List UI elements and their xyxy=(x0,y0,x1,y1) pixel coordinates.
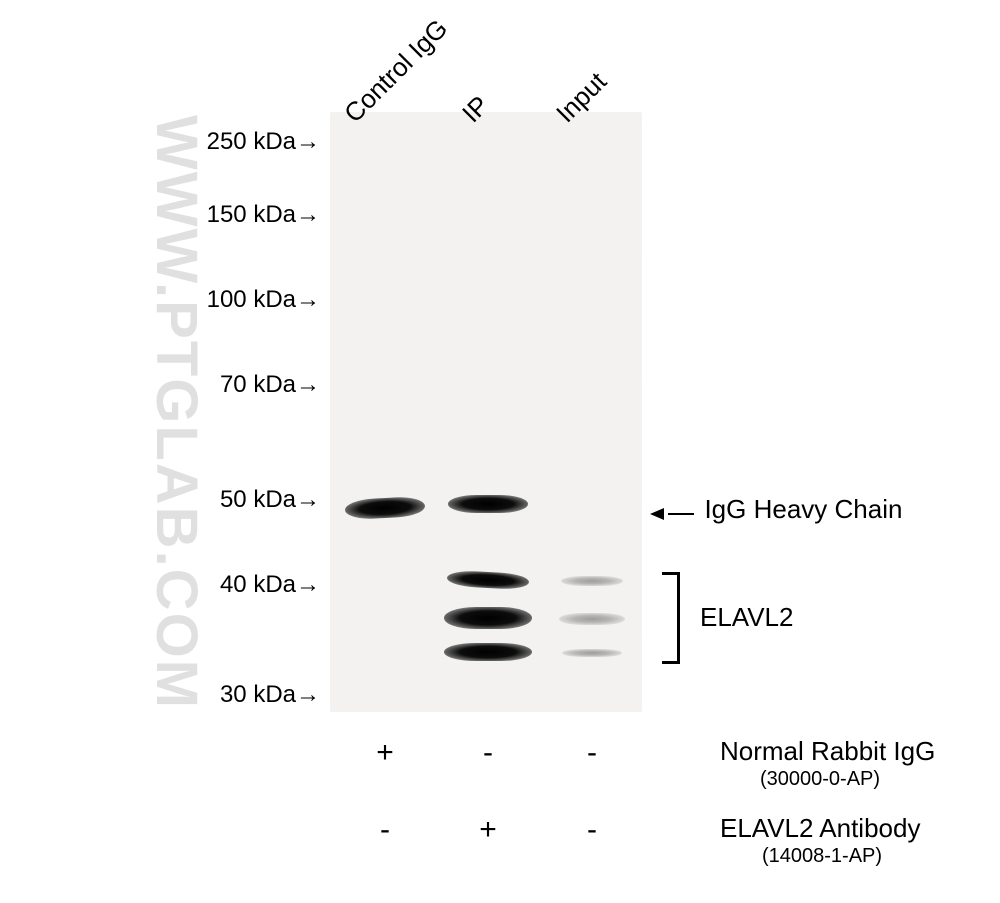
cond1-label-sub: (30000-0-AP) xyxy=(760,768,880,791)
cond1-lane1-value: + xyxy=(365,736,405,770)
mw-marker-30: 30 kDa→ xyxy=(220,681,320,709)
cond1-lane2-value: - xyxy=(468,736,508,770)
mw-marker-50: 50 kDa→ xyxy=(220,486,320,514)
cond2-label-sub: (14008-1-AP) xyxy=(762,845,882,868)
mw-marker-70: 70 kDa→ xyxy=(220,371,320,399)
band-lane3-elavl2-top xyxy=(561,576,623,586)
bracket-elavl2 xyxy=(662,572,680,664)
mw-marker-100: 100 kDa→ xyxy=(207,286,320,314)
cond2-label-main: ELAVL2 Antibody xyxy=(720,813,920,844)
label-igg-heavy-chain: IgG Heavy Chain xyxy=(704,494,902,524)
cond1-label-main: Normal Rabbit IgG xyxy=(720,736,935,767)
ip-western-blot-figure: WWW.PTGLAB.COM 250 kDa→ 150 kDa→ 100 kDa… xyxy=(0,0,1000,903)
band-lane3-elavl2-bot xyxy=(562,649,622,657)
mw-marker-40: 40 kDa→ xyxy=(220,571,320,599)
band-lane2-igg-heavy-chain xyxy=(448,495,528,513)
band-lane3-elavl2-mid xyxy=(559,613,625,625)
cond2-lane2-value: + xyxy=(468,813,508,847)
band-lane2-elavl2-mid xyxy=(444,607,532,629)
mw-marker-150: 150 kDa→ xyxy=(207,201,320,229)
arrow-shaft-icon xyxy=(668,513,694,515)
cond1-lane3-value: - xyxy=(572,736,612,770)
watermark-text: WWW.PTGLAB.COM xyxy=(143,115,210,710)
label-elavl2: ELAVL2 xyxy=(700,602,793,633)
annotation-igg-heavy-chain: IgG Heavy Chain xyxy=(650,494,902,525)
mw-marker-250: 250 kDa→ xyxy=(207,128,320,156)
cond2-lane3-value: - xyxy=(572,813,612,847)
band-lane2-elavl2-bot xyxy=(444,643,532,661)
arrow-left-icon xyxy=(650,508,664,520)
cond2-lane1-value: - xyxy=(365,813,405,847)
